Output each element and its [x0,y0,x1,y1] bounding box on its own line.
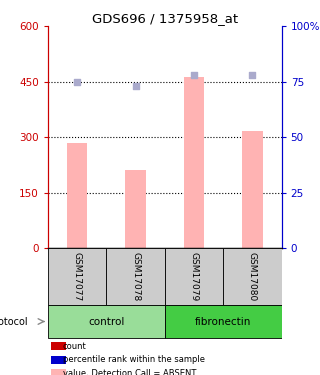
Bar [165,248,223,305]
Text: GSM17080: GSM17080 [248,252,257,302]
Text: percentile rank within the sample: percentile rank within the sample [63,355,204,364]
Text: GSM17078: GSM17078 [131,252,140,302]
Point [250,72,255,78]
Text: protocol: protocol [0,316,28,327]
Bar [125,170,146,248]
Title: GDS696 / 1375958_at: GDS696 / 1375958_at [92,12,238,25]
Text: control: control [88,316,124,327]
Bar [67,144,87,248]
Text: count: count [63,342,86,351]
Bar [51,369,66,375]
Bar [223,248,282,305]
Text: value, Detection Call = ABSENT: value, Detection Call = ABSENT [63,369,196,375]
Bar [106,248,165,305]
Bar [51,356,66,364]
Point [133,83,138,89]
Point [75,79,80,85]
Bar [51,342,66,350]
Bar [48,248,106,305]
Bar [165,305,282,338]
Text: fibronectin: fibronectin [195,316,252,327]
Bar [184,77,204,248]
Point [191,72,196,78]
Bar [48,305,165,338]
Bar [242,131,263,248]
Text: GSM17077: GSM17077 [73,252,82,302]
Text: GSM17079: GSM17079 [189,252,198,302]
